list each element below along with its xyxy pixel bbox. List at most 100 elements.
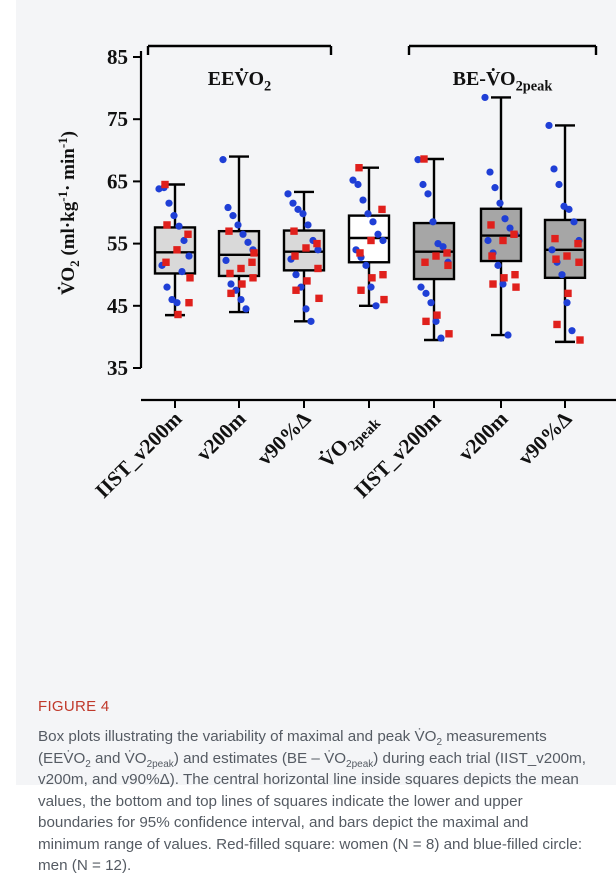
men-point bbox=[284, 190, 292, 198]
women-point bbox=[248, 258, 256, 266]
women-point bbox=[511, 271, 519, 279]
women-point bbox=[368, 274, 376, 282]
y-tick-label: 45 bbox=[107, 294, 128, 318]
women-point bbox=[238, 280, 246, 288]
women-point bbox=[249, 274, 257, 282]
men-point bbox=[424, 190, 432, 198]
women-point bbox=[552, 255, 560, 263]
women-point bbox=[356, 249, 364, 257]
men-point bbox=[550, 165, 558, 173]
women-point bbox=[380, 295, 388, 304]
women-point bbox=[422, 317, 430, 326]
women-point bbox=[499, 236, 507, 245]
group-label: EEV̇O2 bbox=[208, 66, 271, 95]
women-point bbox=[315, 294, 323, 303]
men-point bbox=[163, 283, 171, 291]
y-axis-label: V̇O2 (ml·kg-1· min-1) bbox=[55, 131, 82, 295]
category-label-5: IIST_v200m bbox=[349, 406, 446, 503]
men-point bbox=[349, 176, 357, 184]
men-point bbox=[496, 199, 504, 207]
women-point bbox=[367, 236, 375, 245]
women-point bbox=[378, 205, 386, 214]
men-point bbox=[364, 210, 372, 218]
men-point bbox=[369, 218, 377, 226]
women-point bbox=[313, 239, 321, 248]
women-point bbox=[314, 264, 322, 273]
men-point bbox=[294, 205, 302, 213]
bracket-be-vo2peak: BE-V̇O2peak bbox=[407, 44, 598, 95]
men-point bbox=[180, 236, 188, 245]
men-point bbox=[506, 224, 514, 232]
men-point bbox=[563, 299, 571, 307]
men-point bbox=[437, 334, 445, 342]
women-point bbox=[576, 336, 584, 344]
men-point bbox=[504, 331, 512, 339]
men-point bbox=[379, 236, 387, 245]
women-point bbox=[420, 155, 428, 163]
women-point bbox=[489, 280, 497, 288]
y-tick-label: 85 bbox=[107, 45, 128, 69]
y-tick-label: 75 bbox=[107, 107, 128, 131]
men-point bbox=[222, 256, 230, 264]
men-point bbox=[374, 230, 382, 238]
men-point bbox=[170, 212, 178, 220]
women-point bbox=[488, 252, 496, 260]
box-plot-chart: 35 45 55 65 75 85 V̇O2 (ml·kg-1· min-1) EEV̇O2… bbox=[55, 44, 616, 503]
women-point bbox=[186, 274, 194, 282]
men-point bbox=[307, 317, 315, 325]
men-point bbox=[494, 261, 502, 269]
men-point bbox=[501, 215, 509, 223]
men-point bbox=[359, 196, 367, 204]
women-point bbox=[303, 277, 311, 285]
boxes bbox=[153, 96, 587, 344]
men-point bbox=[354, 180, 362, 189]
figure-label: FIGURE 4 bbox=[38, 698, 110, 715]
women-point bbox=[226, 269, 234, 278]
women-point bbox=[433, 311, 441, 319]
y-tick-label: 55 bbox=[107, 232, 128, 256]
women-point bbox=[379, 271, 387, 279]
men-point bbox=[422, 289, 430, 297]
y-tick-label: 65 bbox=[107, 169, 128, 193]
men-point bbox=[224, 203, 232, 212]
women-point bbox=[184, 230, 192, 238]
category-label-3: v90%Δ bbox=[252, 407, 315, 470]
men-point bbox=[229, 212, 237, 220]
women-point bbox=[551, 234, 559, 243]
women-point bbox=[225, 227, 233, 235]
women-point bbox=[357, 286, 365, 294]
box-7 bbox=[543, 124, 587, 344]
men-point bbox=[417, 283, 425, 291]
men-point bbox=[432, 317, 440, 325]
women-point bbox=[161, 180, 169, 189]
women-point bbox=[564, 289, 572, 298]
men-point bbox=[545, 121, 553, 130]
category-label-7: v90%Δ bbox=[513, 407, 576, 470]
figure-panel bbox=[16, 0, 616, 785]
women-point bbox=[421, 258, 429, 266]
women-point bbox=[553, 320, 561, 329]
women-point bbox=[487, 221, 495, 229]
men-point bbox=[185, 252, 193, 260]
women-point bbox=[512, 283, 520, 291]
women-point bbox=[510, 230, 518, 238]
men-point bbox=[244, 238, 252, 246]
men-point bbox=[565, 205, 573, 213]
women-point bbox=[291, 252, 299, 260]
box-6 bbox=[479, 96, 523, 337]
men-point bbox=[178, 267, 186, 276]
men-point bbox=[548, 246, 556, 254]
men-point bbox=[219, 156, 227, 164]
women-point bbox=[227, 289, 235, 298]
men-point bbox=[173, 299, 181, 307]
men-point bbox=[165, 199, 173, 207]
men-point bbox=[429, 218, 437, 226]
men-point bbox=[372, 302, 380, 310]
women-point bbox=[163, 221, 171, 229]
men-point bbox=[439, 243, 447, 251]
women-point bbox=[563, 252, 571, 260]
axes: 35 45 55 65 75 85 V̇O2 (ml·kg-1· min-1) bbox=[55, 45, 616, 408]
women-point bbox=[500, 274, 508, 282]
men-point bbox=[481, 93, 489, 102]
